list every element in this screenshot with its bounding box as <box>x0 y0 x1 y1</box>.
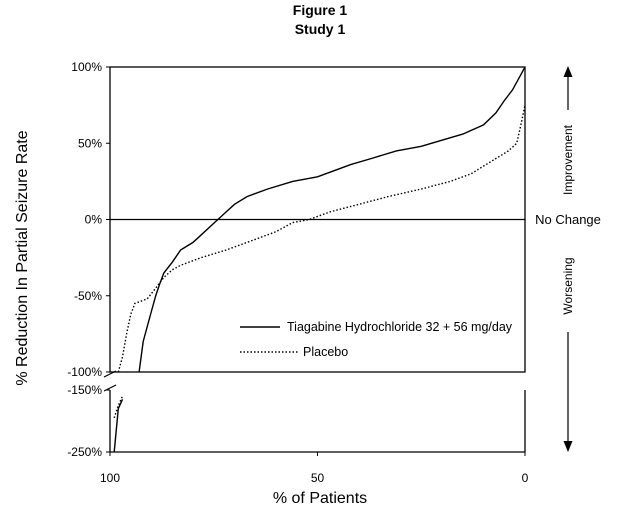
lower-plot-border <box>109 390 526 453</box>
chart-title: Figure 1 <box>292 2 348 18</box>
y-tick-label: -150% <box>67 383 102 397</box>
series-lines <box>113 66 526 453</box>
annotation-worsening: Worsening <box>561 257 575 314</box>
improvement-arrow-icon <box>563 66 573 110</box>
y-axis-label: % Reduction In Partial Seizure Rate <box>14 130 31 385</box>
x-tick-label: 100 <box>100 471 120 485</box>
axis-ticks: 100% 50% 0% -50% -100% -150% -250% 100 50 0 <box>67 60 528 485</box>
x-tick-label: 50 <box>311 471 325 485</box>
chart-subtitle: Study 1 <box>294 21 346 37</box>
worsening-arrow-icon <box>563 332 573 452</box>
annotation-improvement: Improvement <box>561 124 575 195</box>
x-axis-label: % of Patients <box>273 490 367 507</box>
y-tick-label: 0% <box>85 213 103 227</box>
y-tick-label: 100% <box>71 60 102 74</box>
series-line-placebo-upper <box>117 104 526 373</box>
axis-break-mark <box>103 370 117 378</box>
y-tick-label: -100% <box>67 365 102 379</box>
legend: Tiagabine Hydrochloride 32 + 56 mg/day P… <box>240 320 513 359</box>
series-line-placebo-lower <box>113 395 124 419</box>
legend-label-placebo: Placebo <box>303 345 348 359</box>
series-line-tiagabine-lower <box>113 399 124 453</box>
y-tick-label: -250% <box>67 445 102 459</box>
annotation-no-change: No Change <box>535 212 601 227</box>
x-tick-label: 0 <box>522 471 529 485</box>
plot-frame <box>103 66 526 453</box>
legend-label-tiagabine: Tiagabine Hydrochloride 32 + 56 mg/day <box>287 320 513 334</box>
y-tick-label: -50% <box>74 289 102 303</box>
y-tick-label: 50% <box>78 136 102 150</box>
